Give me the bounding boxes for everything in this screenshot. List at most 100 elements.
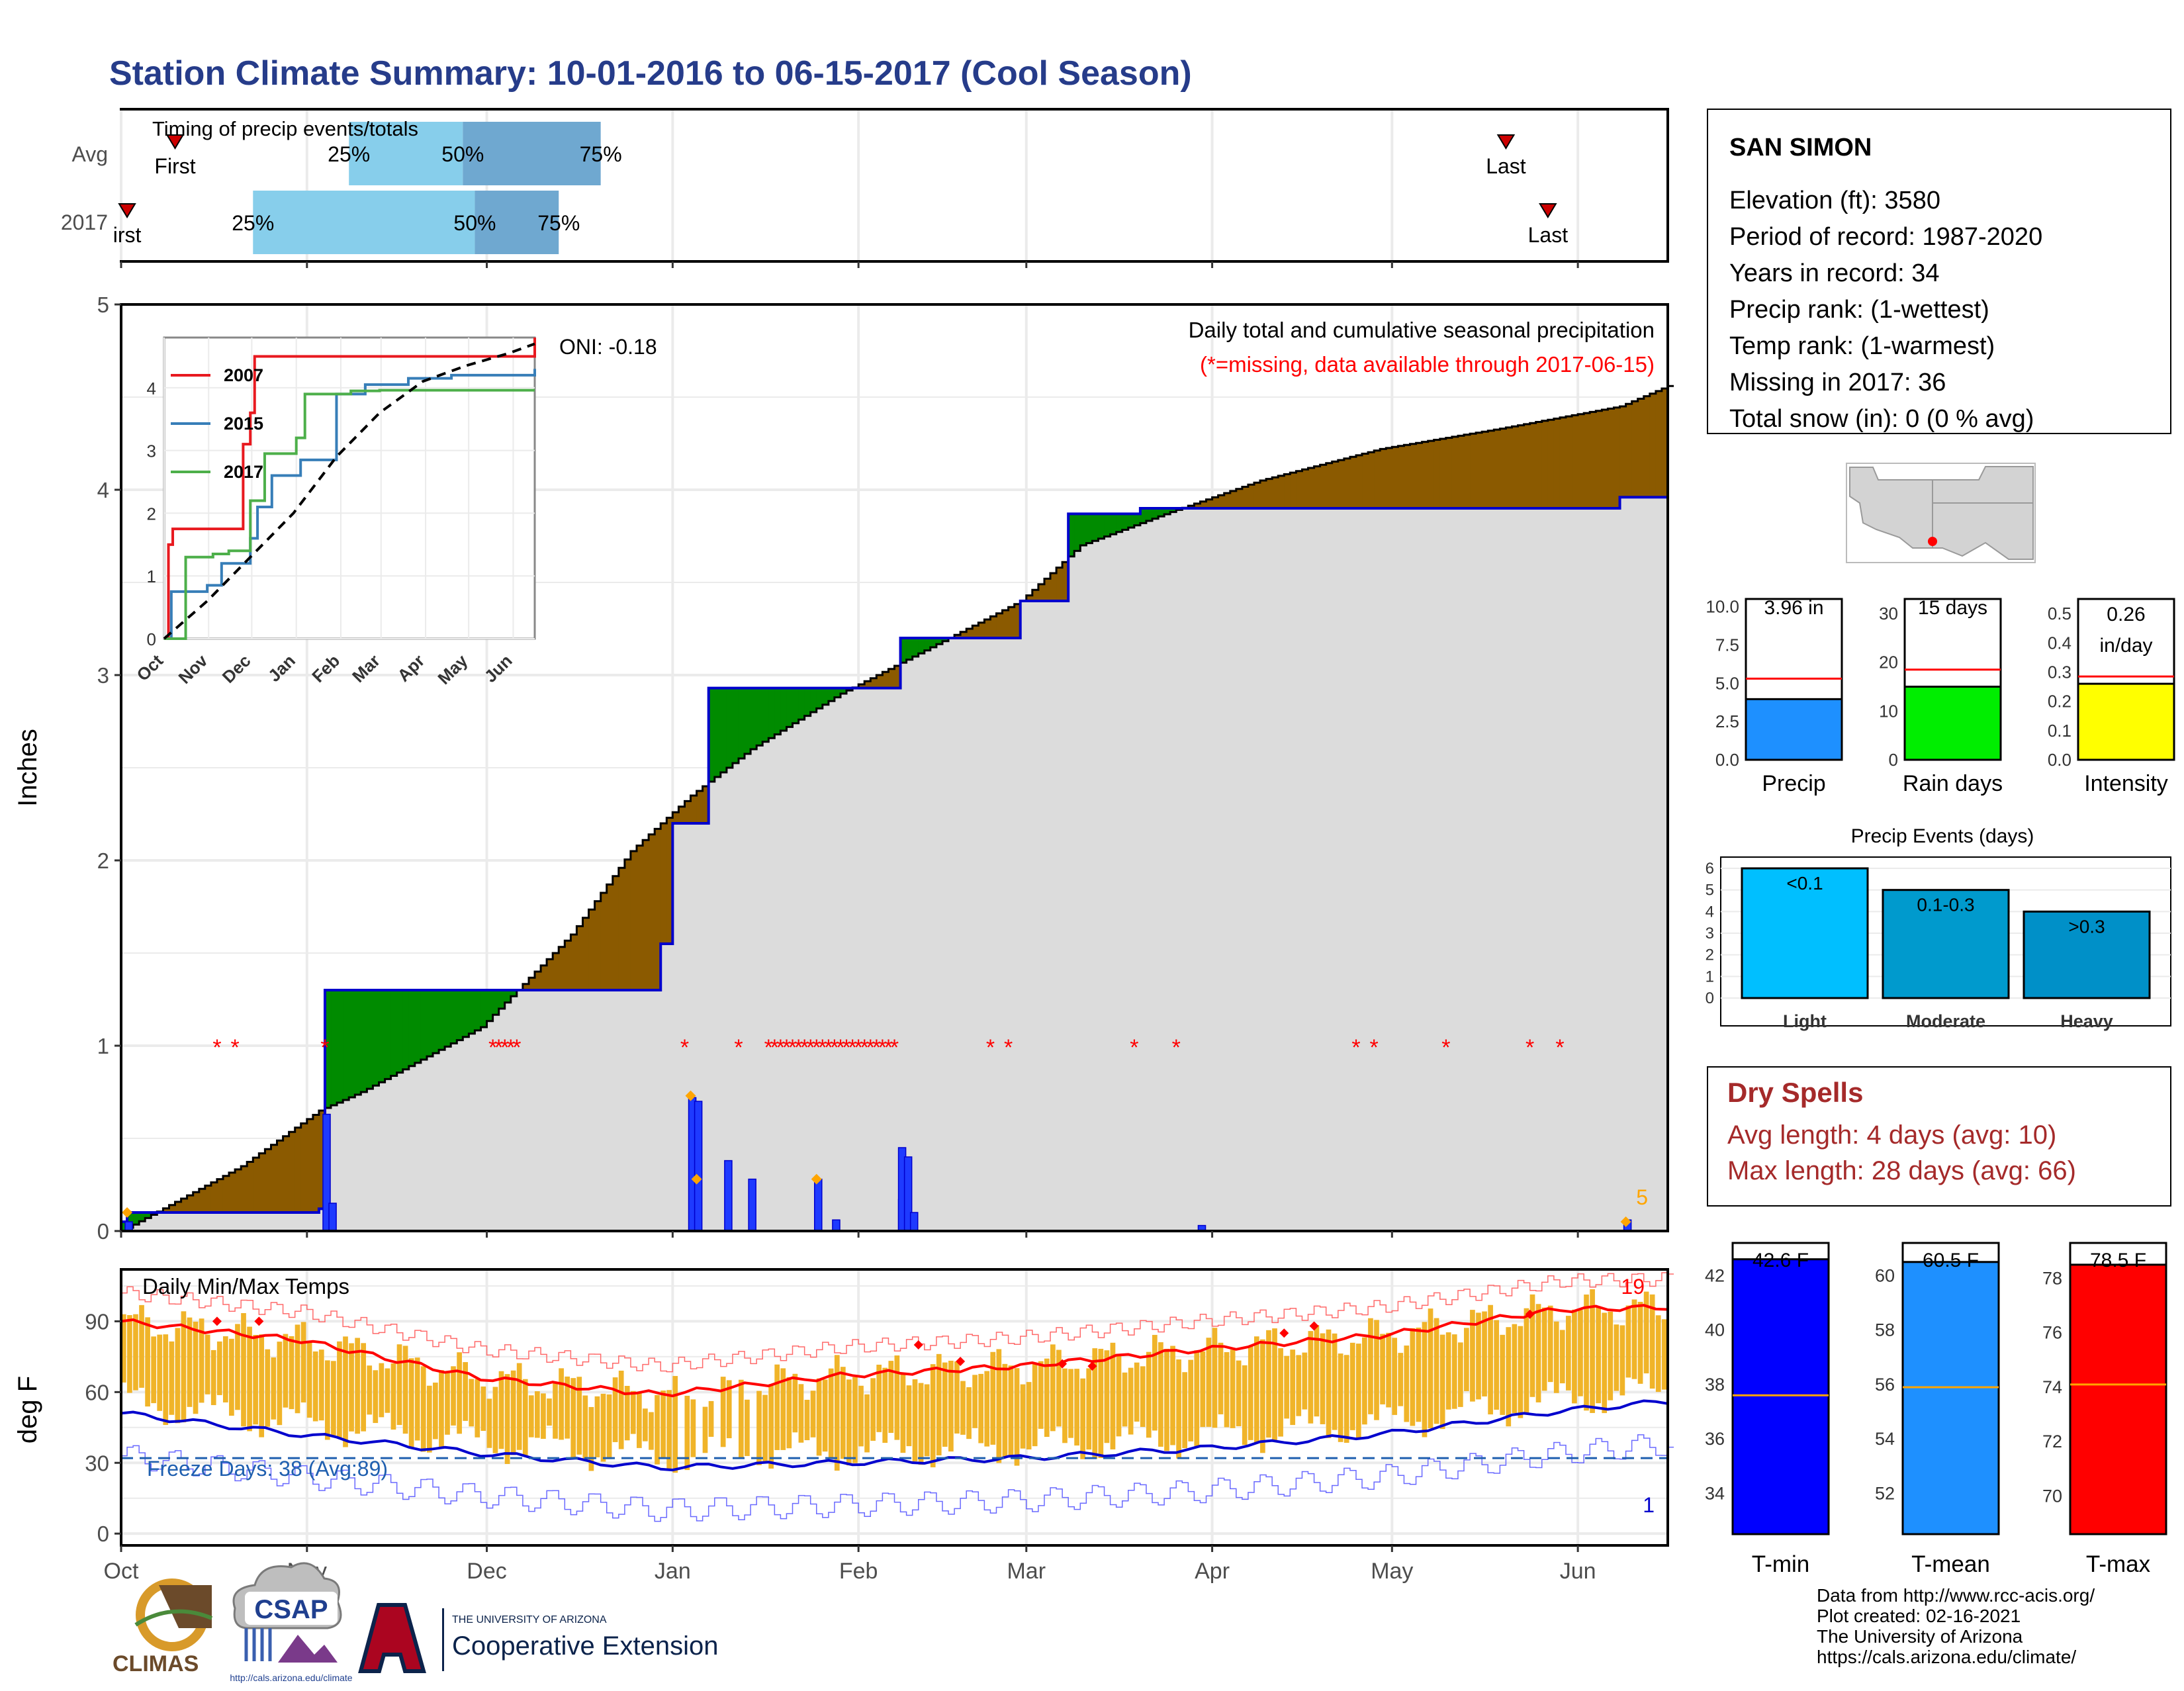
main-area-diff-187 <box>1242 486 1249 508</box>
daily-precip-bar-7 <box>813 1178 823 1232</box>
missing-day-marker-21: * <box>830 1035 839 1060</box>
temp-day-bar-1 <box>127 1315 132 1393</box>
temp-day-bar-21 <box>247 1326 252 1432</box>
main-area-diff-8 <box>169 1205 176 1212</box>
temp-bar-tick-1-3: 58 <box>1875 1320 1895 1340</box>
mini-bar-tick-2-0: 0.0 <box>2048 750 2071 770</box>
main-area-diff-198 <box>1308 467 1315 508</box>
xaxis-tick-label-0: Oct <box>104 1559 139 1584</box>
temp-day-bar-91 <box>666 1390 672 1471</box>
main-area-diff-211 <box>1386 447 1392 508</box>
temp-day-bar-66 <box>516 1363 522 1450</box>
temp-day-bar-217 <box>1422 1322 1428 1438</box>
temp-day-bar-131 <box>906 1385 912 1447</box>
main-area-diff-108 <box>768 688 775 739</box>
main-area-diff-194 <box>1284 474 1291 508</box>
temp-day-bar-142 <box>972 1375 978 1428</box>
missing-day-marker-37: * <box>1370 1035 1379 1060</box>
temp-day-bar-133 <box>918 1383 924 1465</box>
main-area-diff-252 <box>1631 401 1639 498</box>
temp-day-bar-236 <box>1535 1304 1541 1402</box>
main-area-diff-28 <box>289 1132 296 1212</box>
temp-day-bar-226 <box>1476 1312 1481 1400</box>
temp-day-bar-252 <box>1631 1299 1637 1379</box>
missing-day-marker-5: * <box>500 1035 509 1060</box>
main-area-diff-19 <box>235 1169 242 1212</box>
main-plot-frame <box>120 303 1669 1232</box>
temp-day-bar-40 <box>361 1343 367 1432</box>
temp-day-bar-139 <box>954 1361 960 1434</box>
temp-day-bar-52 <box>433 1383 438 1440</box>
events-ytick-5: 5 <box>1706 882 1714 899</box>
temp-day-bar-151 <box>1026 1382 1032 1449</box>
temp-day-bar-6 <box>157 1334 163 1411</box>
temp-day-bar-172 <box>1152 1334 1158 1431</box>
mini-bar-label-0: Precip <box>1762 771 1825 796</box>
main-area-diff-10 <box>181 1199 188 1212</box>
temp-day-bar-31 <box>306 1342 312 1418</box>
main-area-diff-162 <box>1092 514 1099 541</box>
inset-ytick-1: 1 <box>147 567 156 586</box>
temp-day-bar-157 <box>1062 1368 1068 1443</box>
temp-day-bar-95 <box>690 1399 696 1457</box>
temp-day-bar-218 <box>1428 1308 1433 1429</box>
main-area-diff-183 <box>1218 495 1225 508</box>
temp-day-bar-205 <box>1349 1342 1355 1430</box>
dry-spells-avg: Avg length: 4 days (avg: 10) <box>1727 1120 2056 1150</box>
main-area-diff-212 <box>1392 447 1398 508</box>
main-area-diff-126 <box>876 675 883 688</box>
temp-day-bar-246 <box>1596 1306 1602 1404</box>
temp-day-bar-209 <box>1374 1320 1379 1420</box>
main-area-diff-43 <box>379 990 386 1083</box>
timing-first-marker-1 <box>118 203 136 218</box>
inset-legend: 2007 2015 2017 <box>171 365 263 482</box>
temp-day-bar-15 <box>210 1349 216 1406</box>
missing-day-marker-7: * <box>512 1035 521 1060</box>
main-area-diff-154 <box>1044 578 1051 601</box>
temp-avg-low-line <box>120 1399 1668 1472</box>
temp-day-bar-45 <box>390 1363 396 1430</box>
main-area-diff-113 <box>798 688 805 720</box>
missing-day-marker-9: * <box>734 1035 743 1060</box>
missing-day-marker-12: * <box>776 1035 785 1060</box>
temp-day-bar-3 <box>139 1304 144 1388</box>
temp-day-bar-206 <box>1355 1344 1361 1438</box>
station-precip-rank: Precip rank: (1-wettest) <box>1729 296 1989 324</box>
main-area-diff-117 <box>822 688 829 705</box>
events-bar-1 <box>1882 889 2010 999</box>
main-area-diff-172 <box>1152 508 1159 519</box>
temp-day-bar-222 <box>1451 1334 1457 1409</box>
inset-ytick-3: 3 <box>147 441 156 461</box>
main-area-diff-37 <box>343 990 349 1100</box>
main-area-diff-247 <box>1602 410 1609 508</box>
timing-bar-q2-0 <box>463 122 601 185</box>
temp-day-bar-244 <box>1584 1294 1589 1411</box>
temp-day-bar-245 <box>1590 1289 1595 1413</box>
events-category-1: Moderate <box>1906 1011 1985 1031</box>
main-area-diff-16 <box>216 1179 224 1212</box>
main-area-diff-96 <box>696 791 704 823</box>
timing-pct-0-1: 50% <box>441 142 484 166</box>
temp-day-bar-53 <box>439 1370 444 1447</box>
main-area-diff-215 <box>1410 443 1417 508</box>
timing-title: Timing of precip events/totals <box>152 117 418 140</box>
main-area-diff-160 <box>1080 514 1087 545</box>
temp-day-bar-227 <box>1482 1311 1487 1396</box>
main-area-diff-230 <box>1500 428 1507 508</box>
temp-day-bar-204 <box>1343 1355 1349 1443</box>
temp-day-bar-213 <box>1398 1353 1404 1406</box>
missing-day-marker-4: * <box>494 1035 503 1060</box>
missing-day-marker-2: * <box>320 1035 329 1060</box>
temp-day-bar-115 <box>810 1391 816 1438</box>
temp-day-bar-17 <box>222 1336 228 1402</box>
temp-day-bar-238 <box>1547 1305 1553 1383</box>
timing-first-marker-0 <box>165 134 185 150</box>
temp-day-bar-257 <box>1661 1319 1667 1390</box>
main-area-diff-135 <box>930 638 937 647</box>
mini-bar-tick-0-3: 7.5 <box>1715 635 1739 655</box>
temp-day-bar-154 <box>1044 1358 1050 1438</box>
temp-record-marker-3 <box>1058 1359 1068 1369</box>
freeze-days-label: Freeze Days: 38 (Avg:89) <box>147 1457 388 1481</box>
temp-day-bar-136 <box>936 1353 942 1456</box>
